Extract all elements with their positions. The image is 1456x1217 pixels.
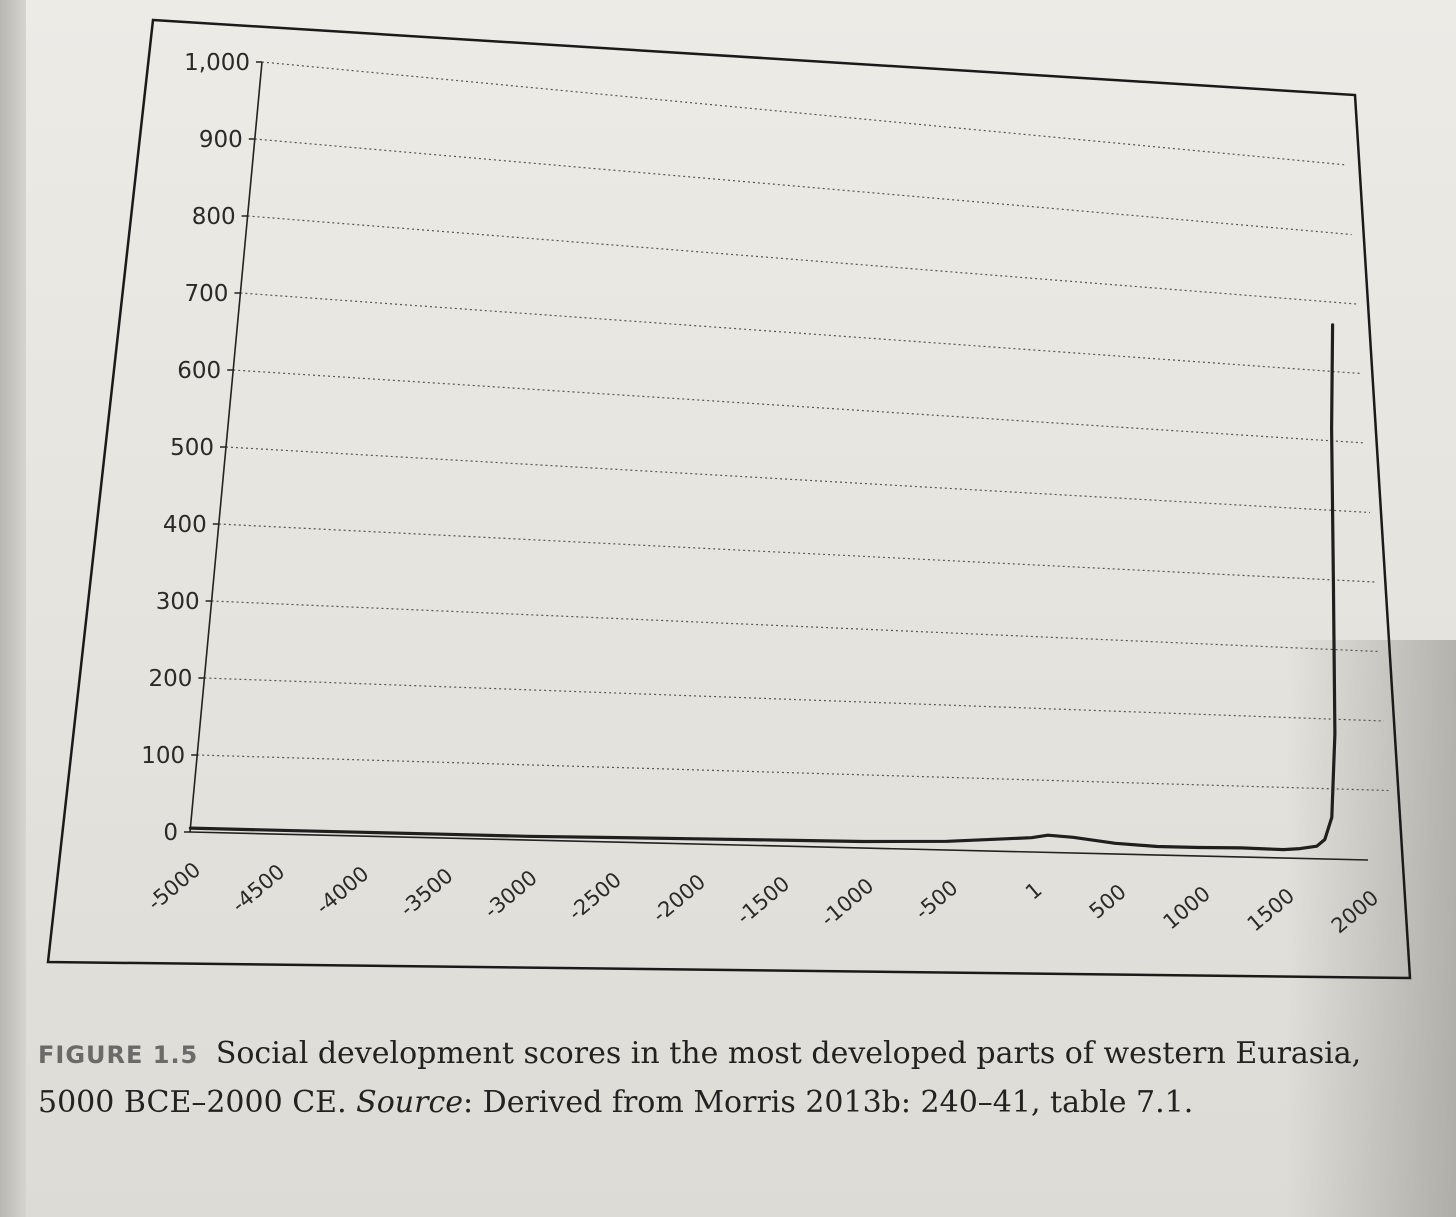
y-tick-label: 300 xyxy=(156,589,200,615)
gridline xyxy=(240,292,1361,375)
gridline xyxy=(254,138,1352,236)
caption-source-text: : Derived from Morris 2013b: 240–41, tab… xyxy=(463,1085,1194,1120)
x-tick-label: 1500 xyxy=(1243,883,1299,936)
series-layer xyxy=(188,323,1337,852)
x-tick-label: -1500 xyxy=(732,871,794,929)
gridline xyxy=(197,754,1389,792)
grid-lines xyxy=(197,61,1389,792)
figure-caption: FIGURE 1.5 Social development scores in … xyxy=(38,1030,1438,1127)
gridline xyxy=(247,215,1357,305)
x-tick-label: -500 xyxy=(911,875,963,924)
gridline xyxy=(261,61,1348,166)
y-tick-label: 700 xyxy=(184,281,228,307)
y-tick-label: 600 xyxy=(177,358,221,384)
gridline xyxy=(233,369,1366,444)
y-axis: 0 100 200 300 400 500 600 700 800 900 1,000 xyxy=(141,50,263,846)
y-tick-label: 100 xyxy=(141,743,185,769)
caption-label: FIGURE 1.5 xyxy=(38,1041,199,1069)
y-tick-label: 900 xyxy=(199,127,243,153)
y-tick-label: 200 xyxy=(148,666,192,692)
gridline xyxy=(225,446,1371,514)
caption-source-label: Source xyxy=(356,1085,464,1120)
y-tick-label: 800 xyxy=(192,204,236,230)
gridline xyxy=(204,677,1384,722)
caption-text: Social development scores in the most de… xyxy=(38,1036,1362,1120)
y-tick-label: 500 xyxy=(170,435,214,461)
x-tick-label: -2500 xyxy=(564,867,626,925)
y-tick-label: 1,000 xyxy=(184,50,250,76)
x-tick-label: -2000 xyxy=(648,869,710,927)
x-tick-label: -3500 xyxy=(395,863,457,921)
y-tick-label: 400 xyxy=(163,512,207,538)
x-tick-label: 2000 xyxy=(1327,885,1383,938)
hand-shadow xyxy=(1286,640,1456,1217)
figure-border xyxy=(46,18,1412,980)
chart-frame xyxy=(46,18,1412,980)
x-tick-label: -4500 xyxy=(227,859,289,917)
y-axis-line xyxy=(189,61,263,833)
x-tick-label: -3000 xyxy=(480,865,542,923)
x-tick-label: -5000 xyxy=(143,857,205,915)
x-axis-line xyxy=(189,831,1369,861)
gridline xyxy=(218,523,1375,583)
x-tick-label: 500 xyxy=(1085,879,1131,923)
page-edge xyxy=(0,0,26,1217)
series-line xyxy=(188,323,1337,852)
x-tick-label: 1000 xyxy=(1159,881,1215,934)
x-tick-label: -4000 xyxy=(311,861,373,919)
x-tick-label: 1 xyxy=(1021,877,1047,904)
gridline xyxy=(211,600,1380,653)
x-tick-label: -1000 xyxy=(816,873,878,931)
y-tick-label: 0 xyxy=(163,820,178,846)
